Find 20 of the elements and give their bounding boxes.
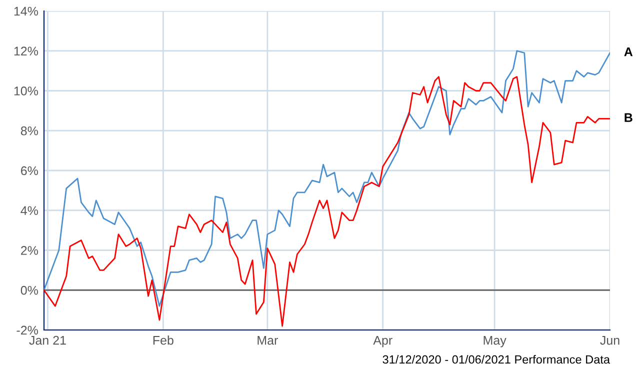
y-tick-label: 14% — [14, 6, 38, 16]
y-tick-label: 8% — [20, 126, 38, 136]
text: 31/12/2020 - 01/06/2021 Performance Data — [382, 354, 610, 364]
series-label: A — [624, 48, 633, 56]
line-series — [44, 50, 610, 307]
x-tick-label: May — [484, 336, 506, 348]
y-tick-label: 6% — [21, 166, 38, 176]
y-tick-label: 0% — [20, 286, 38, 295]
x-tick-label: Apr — [373, 336, 392, 348]
x-tick-label: Feb — [153, 336, 174, 345]
y-tick-label: 10% — [14, 86, 38, 96]
y-tick-label: 12% — [14, 46, 38, 56]
series-label: B — [624, 113, 632, 122]
x-tick-label: Mar — [258, 336, 278, 345]
y-tick-label: 4% — [20, 206, 38, 215]
x-tick-label: Jan 21 — [29, 336, 66, 345]
y-tick-label: 2% — [21, 246, 38, 255]
line-series — [44, 76, 610, 327]
y-tick-label: -2% — [16, 326, 38, 335]
x-tick-label: Jun — [600, 336, 620, 345]
